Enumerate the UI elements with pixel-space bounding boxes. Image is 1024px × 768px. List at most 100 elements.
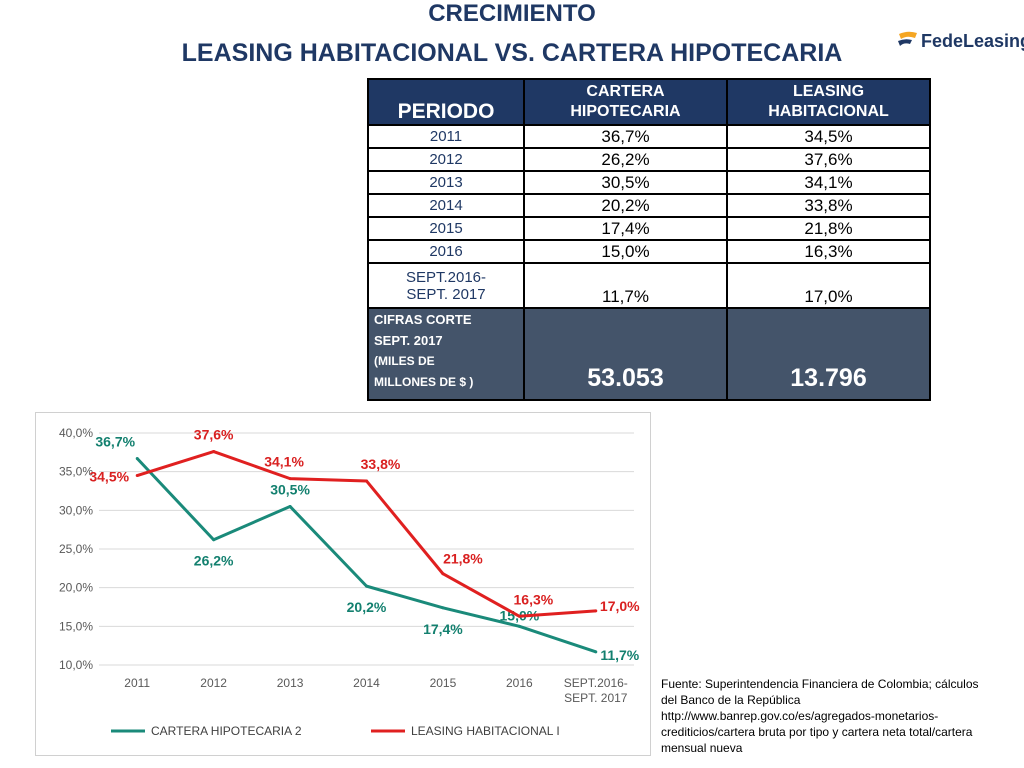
- table-row: 2016 15,0% 16,3%: [367, 239, 931, 264]
- header-cartera-line1: CARTERA: [586, 83, 665, 100]
- row-cartera: 17,4%: [523, 216, 728, 241]
- row-cartera: 20,2%: [523, 193, 728, 218]
- y-tick-label: 30,0%: [59, 503, 93, 517]
- data-point: [365, 584, 368, 588]
- data-label: 26,2%: [194, 553, 234, 569]
- footer-cartera-value: 53.053: [523, 307, 728, 401]
- row-periodo: 2015: [367, 216, 525, 241]
- line-chart: 10,0% 15,0% 20,0% 25,0% 30,0% 35,0% 40,0% 2011 2…: [59, 426, 640, 738]
- header-periodo: PERIODO: [367, 78, 525, 126]
- row-leasing: 33,8%: [726, 193, 931, 218]
- header-leasing-line1: LEASING: [792, 83, 865, 100]
- logo-text: FedeLeasing: [921, 31, 1024, 52]
- x-tick-label: 2015: [430, 676, 457, 690]
- table-header-row: PERIODO CARTERA HIPOTECARIA LEASING HABI…: [367, 78, 931, 126]
- data-point: [594, 650, 598, 654]
- table-row: 2013 30,5% 34,1%: [367, 170, 931, 195]
- source-note: Fuente: Superintendencia Financiera de C…: [661, 676, 1013, 756]
- row-periodo-sept-line1: SEPT.2016-: [405, 268, 487, 286]
- data-point: [594, 609, 598, 613]
- row-periodo: 2011: [367, 124, 525, 149]
- row-leasing-sept: 17,0%: [726, 262, 931, 309]
- data-point: [441, 572, 445, 576]
- row-periodo-sept-line2: SEPT. 2017: [406, 285, 486, 303]
- x-tick-label: SEPT.2016-SEPT. 2017: [564, 676, 628, 705]
- data-label: 16,3%: [514, 591, 554, 607]
- source-line-1: Fuente: Superintendencia Financiera de C…: [661, 677, 979, 691]
- row-cartera-sept: 11,7%: [523, 262, 728, 309]
- title-line-2: LEASING HABITACIONAL VS. CARTERA HIPOTEC…: [181, 39, 843, 67]
- table-footer-row: CIFRAS CORTE SEPT. 2017 (MILES DE MILLON…: [367, 307, 931, 401]
- line-chart-container: 10,0% 15,0% 20,0% 25,0% 30,0% 35,0% 40,0% 2011 2…: [35, 412, 651, 756]
- data-point: [135, 457, 139, 461]
- data-point: [517, 614, 521, 618]
- legend-label: LEASING HABITACIONAL I: [411, 724, 560, 738]
- row-periodo: 2013: [367, 170, 525, 195]
- table-row: 2015 17,4% 21,8%: [367, 216, 931, 241]
- table-row: 2012 26,2% 37,6%: [367, 147, 931, 172]
- data-label: 34,1%: [264, 454, 304, 470]
- row-leasing: 21,8%: [726, 216, 931, 241]
- table-row: 2014 20,2% 33,8%: [367, 193, 931, 218]
- header-leasing: LEASING HABITACIONAL: [726, 78, 931, 126]
- table-row: 2011 36,7% 34,5%: [367, 124, 931, 149]
- data-label: 20,2%: [347, 599, 387, 615]
- row-leasing: 37,6%: [726, 147, 931, 172]
- data-label: 17,0%: [600, 598, 640, 614]
- y-tick-label: 25,0%: [59, 542, 93, 556]
- row-cartera: 15,0%: [523, 239, 728, 264]
- data-label: 30,5%: [270, 481, 310, 497]
- header-cartera-line2: HIPOTECARIA: [570, 103, 681, 120]
- source-link-1[interactable]: http://www.banrep.gov.co/es/agregados-mo…: [661, 709, 939, 723]
- logo-text-fede: Fede: [921, 30, 964, 51]
- header-leasing-line2: HABITACIONAL: [768, 103, 889, 120]
- footer-label-3: (MILES DE: [374, 354, 435, 368]
- data-point: [212, 450, 216, 454]
- row-cartera: 26,2%: [523, 147, 728, 172]
- title-line-1: CRECIMIENTO: [428, 0, 596, 27]
- row-periodo: 2014: [367, 193, 525, 218]
- fedeleasing-logo-icon: [898, 31, 917, 46]
- footer-leasing-value: 13.796: [726, 307, 931, 401]
- footer-label: CIFRAS CORTE SEPT. 2017 (MILES DE MILLON…: [367, 307, 525, 401]
- row-leasing: 34,5%: [726, 124, 931, 149]
- footer-label-4: MILLONES DE $ ): [374, 375, 474, 389]
- y-tick-label: 15,0%: [59, 619, 93, 633]
- footer-label-2: SEPT. 2017: [374, 333, 443, 348]
- data-label: 21,8%: [443, 551, 483, 567]
- row-periodo: 2016: [367, 239, 525, 264]
- data-point: [288, 504, 292, 508]
- row-cartera: 30,5%: [523, 170, 728, 195]
- header-cartera: CARTERA HIPOTECARIA: [523, 78, 728, 126]
- row-cartera: 36,7%: [523, 124, 728, 149]
- data-label: 37,6%: [194, 427, 234, 443]
- data-label: 34,5%: [89, 469, 129, 485]
- y-tick-label: 20,0%: [59, 581, 93, 595]
- data-label: 36,7%: [95, 434, 135, 450]
- data-point: [441, 606, 445, 610]
- x-tick-label: 2011: [124, 676, 150, 690]
- y-tick-label: 10,0%: [59, 658, 93, 672]
- data-point: [135, 474, 139, 478]
- x-tick-label: 2013: [277, 676, 304, 690]
- footer-label-1: CIFRAS CORTE: [374, 312, 472, 327]
- row-leasing: 34,1%: [726, 170, 931, 195]
- row-leasing: 16,3%: [726, 239, 931, 264]
- fedeleasing-logo: FedeLeasing: [896, 28, 1024, 54]
- data-point: [517, 624, 521, 628]
- data-point: [212, 538, 216, 542]
- data-point: [288, 477, 292, 481]
- x-tick-label: 2016: [506, 676, 533, 690]
- y-tick-label: 35,0%: [59, 465, 93, 479]
- legend-label: CARTERA HIPOTECARIA 2: [151, 724, 302, 738]
- growth-table: PERIODO CARTERA HIPOTECARIA LEASING HABI…: [367, 78, 931, 401]
- row-periodo-sept: SEPT.2016- SEPT. 2017: [367, 262, 525, 309]
- source-line-2: del Banco de la República: [661, 693, 801, 707]
- data-label: 17,4%: [423, 621, 463, 637]
- y-tick-label: 40,0%: [59, 426, 93, 440]
- data-point: [365, 479, 368, 483]
- source-link-2[interactable]: crediticios/cartera bruta por tipo y car…: [661, 725, 973, 739]
- row-periodo: 2012: [367, 147, 525, 172]
- table-row-sept: SEPT.2016- SEPT. 2017 11,7% 17,0%: [367, 262, 931, 309]
- logo-text-leasing: Leasing: [963, 30, 1024, 51]
